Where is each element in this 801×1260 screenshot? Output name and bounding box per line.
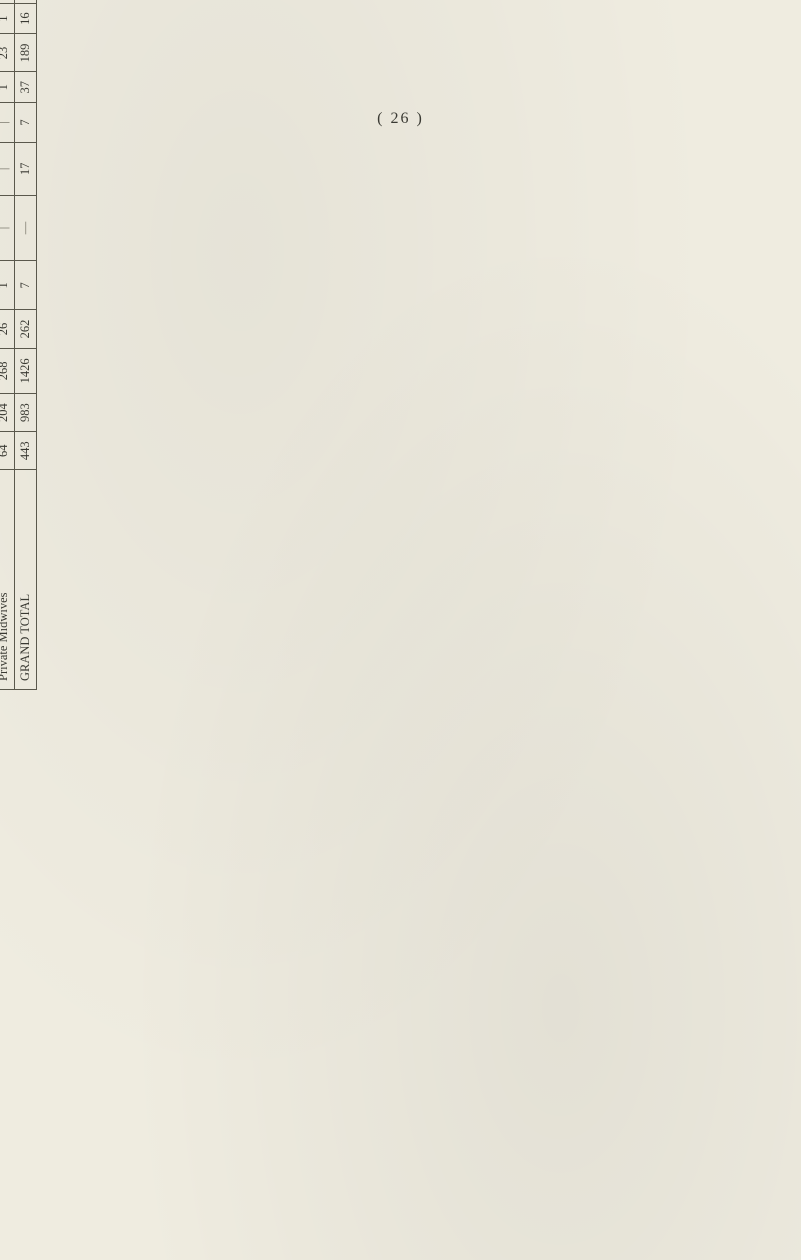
cell-grand-total-4: 7 bbox=[15, 261, 37, 310]
cell-grand-total-7: 7 bbox=[15, 103, 37, 143]
cell-private-midwives-0: 64 bbox=[0, 432, 15, 470]
row-private-midwives: Private Midwives64204268261|||1231||21|5… bbox=[0, 0, 15, 690]
row-label-grand-total: GRAND TOTAL bbox=[15, 470, 37, 690]
cell-private-midwives-3: 26 bbox=[0, 310, 15, 348]
cell-private-midwives-1: 204 bbox=[0, 394, 15, 432]
cell-grand-total-2: 1426 bbox=[15, 348, 37, 394]
cell-private-midwives-2: 268 bbox=[0, 348, 15, 394]
rotated-table-container: MIDWIFERY AND MATERNITY. No. of Cases.Ma… bbox=[0, 0, 37, 690]
cell-private-midwives-11: | bbox=[0, 0, 15, 3]
cell-grand-total-0: 443 bbox=[15, 432, 37, 470]
cell-grand-total-3: 262 bbox=[15, 310, 37, 348]
row-label-private-midwives: Private Midwives bbox=[0, 470, 15, 690]
cell-grand-total-11: 18 bbox=[15, 0, 37, 3]
cell-grand-total-8: 37 bbox=[15, 72, 37, 103]
cell-grand-total-5: — bbox=[15, 195, 37, 260]
table-body: Queen's Nurses10415113|||111011|8|2|1Ful… bbox=[0, 0, 37, 690]
page-number: ( 26 ) bbox=[0, 110, 801, 128]
row-grand-total: GRAND TOTAL44398314262627—17737189161825… bbox=[15, 0, 37, 690]
cell-grand-total-6: 17 bbox=[15, 142, 37, 195]
cell-private-midwives-8: 1 bbox=[0, 72, 15, 103]
cell-private-midwives-10: 1 bbox=[0, 3, 15, 34]
cell-grand-total-10: 16 bbox=[15, 3, 37, 34]
midwifery-table: No. of Cases.Maternal Deaths.Mis-carriag… bbox=[0, 0, 37, 690]
cell-grand-total-9: 189 bbox=[15, 34, 37, 72]
cell-grand-total-1: 983 bbox=[15, 394, 37, 432]
cell-private-midwives-4: 1 bbox=[0, 261, 15, 310]
cell-private-midwives-6: | bbox=[0, 142, 15, 195]
cell-private-midwives-9: 23 bbox=[0, 34, 15, 72]
cell-private-midwives-5: | bbox=[0, 195, 15, 260]
cell-private-midwives-7: | bbox=[0, 103, 15, 143]
